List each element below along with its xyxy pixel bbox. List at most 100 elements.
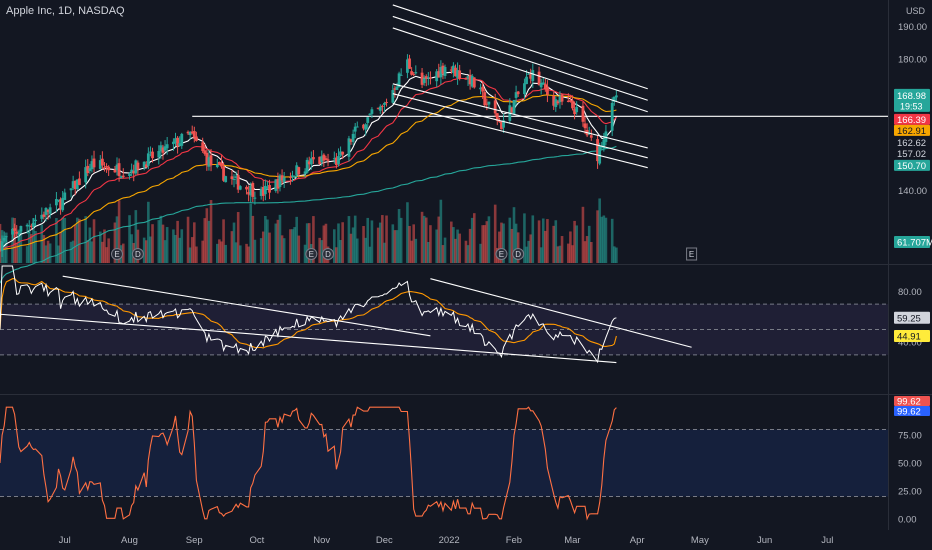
candle[interactable] — [186, 130, 190, 136]
candle[interactable] — [485, 98, 489, 111]
candle[interactable] — [220, 155, 223, 169]
candle[interactable] — [192, 126, 196, 143]
channel-trendline[interactable] — [392, 83, 648, 149]
candle[interactable] — [493, 93, 497, 117]
earnings-marker[interactable]: E — [686, 247, 698, 261]
candle[interactable] — [324, 155, 328, 161]
candle[interactable] — [32, 218, 35, 229]
candle[interactable] — [128, 171, 131, 180]
candle[interactable] — [312, 150, 315, 164]
candle[interactable] — [119, 175, 123, 179]
candle[interactable] — [353, 123, 357, 139]
earnings-marker[interactable]: E — [495, 248, 508, 260]
candle[interactable] — [510, 106, 514, 113]
candle[interactable] — [230, 169, 234, 185]
dividend-marker[interactable]: D — [322, 248, 335, 260]
candle[interactable] — [426, 72, 430, 86]
candle[interactable] — [500, 120, 503, 130]
price-label-tag[interactable]: 162.62 — [894, 136, 930, 149]
candle[interactable] — [2, 231, 6, 243]
candle[interactable] — [92, 150, 96, 173]
candle[interactable] — [88, 163, 92, 174]
candle[interactable] — [15, 225, 19, 237]
candle[interactable] — [464, 77, 468, 80]
candle[interactable] — [205, 149, 209, 171]
candle[interactable] — [573, 101, 576, 120]
dividend-marker[interactable]: D — [131, 248, 144, 260]
candle[interactable] — [289, 172, 292, 185]
candle[interactable] — [566, 93, 570, 103]
candle[interactable] — [523, 78, 526, 100]
candle[interactable] — [103, 162, 106, 172]
candle[interactable] — [347, 135, 351, 162]
candle[interactable] — [412, 71, 416, 77]
earnings-marker[interactable]: E — [111, 248, 124, 260]
candle[interactable] — [34, 214, 37, 227]
stoch-rsi-pane[interactable] — [0, 406, 888, 521]
ema-200-line[interactable] — [0, 145, 617, 284]
candle[interactable] — [318, 156, 322, 165]
candle[interactable] — [337, 148, 340, 167]
price-label-tag[interactable]: 150.70 — [894, 159, 930, 172]
candle[interactable] — [107, 165, 111, 176]
candle[interactable] — [159, 141, 163, 159]
candle[interactable] — [454, 64, 457, 77]
candle[interactable] — [414, 65, 418, 75]
candle[interactable] — [602, 132, 606, 152]
candle[interactable] — [546, 80, 549, 103]
candle[interactable] — [98, 155, 102, 171]
candle[interactable] — [63, 188, 67, 200]
channel-trendline[interactable] — [392, 15, 648, 101]
candle[interactable] — [130, 163, 134, 177]
candle[interactable] — [458, 64, 462, 81]
stoch-rsi-line[interactable] — [0, 406, 617, 521]
candle[interactable] — [368, 113, 372, 117]
candle[interactable] — [144, 161, 148, 168]
candle[interactable] — [11, 228, 14, 239]
candle[interactable] — [115, 157, 119, 176]
candle[interactable] — [71, 175, 75, 191]
candle[interactable] — [178, 136, 182, 147]
price-axis[interactable]: USD 190.00 180.00 140.00 80.00 40.00 75.00 50.0… — [888, 0, 932, 530]
candle[interactable] — [341, 151, 345, 160]
channel-trendline[interactable] — [392, 27, 648, 113]
candle[interactable] — [424, 74, 428, 87]
candle[interactable] — [305, 157, 309, 174]
candle[interactable] — [439, 60, 443, 85]
candle[interactable] — [75, 179, 79, 190]
candle[interactable] — [245, 185, 248, 195]
candle[interactable] — [40, 207, 44, 222]
candle[interactable] — [393, 85, 397, 98]
candle[interactable] — [309, 151, 313, 170]
candle[interactable] — [4, 235, 8, 243]
candle[interactable] — [410, 67, 414, 76]
candle[interactable] — [268, 179, 271, 200]
candle[interactable] — [259, 186, 263, 200]
candle[interactable] — [117, 158, 121, 182]
candle[interactable] — [86, 158, 90, 177]
candle[interactable] — [190, 125, 194, 135]
candle[interactable] — [406, 54, 409, 79]
price-label-tag[interactable]: 166.39 — [894, 113, 930, 126]
candle[interactable] — [383, 101, 386, 112]
candle[interactable] — [349, 138, 353, 145]
candle[interactable] — [77, 171, 81, 186]
candle[interactable] — [554, 96, 558, 112]
candle[interactable] — [443, 64, 447, 79]
candle[interactable] — [195, 131, 198, 142]
candle[interactable] — [334, 153, 338, 169]
candle[interactable] — [121, 168, 125, 179]
candle[interactable] — [610, 97, 614, 137]
candle[interactable] — [73, 180, 77, 196]
candle[interactable] — [157, 145, 161, 165]
candle[interactable] — [598, 142, 602, 166]
candle[interactable] — [25, 223, 29, 234]
rsi-line[interactable] — [0, 265, 617, 364]
candle[interactable] — [57, 199, 60, 203]
candle[interactable] — [209, 149, 213, 172]
candle[interactable] — [516, 91, 520, 97]
candle[interactable] — [370, 107, 374, 119]
candle[interactable] — [395, 82, 399, 91]
candle[interactable] — [134, 159, 138, 176]
